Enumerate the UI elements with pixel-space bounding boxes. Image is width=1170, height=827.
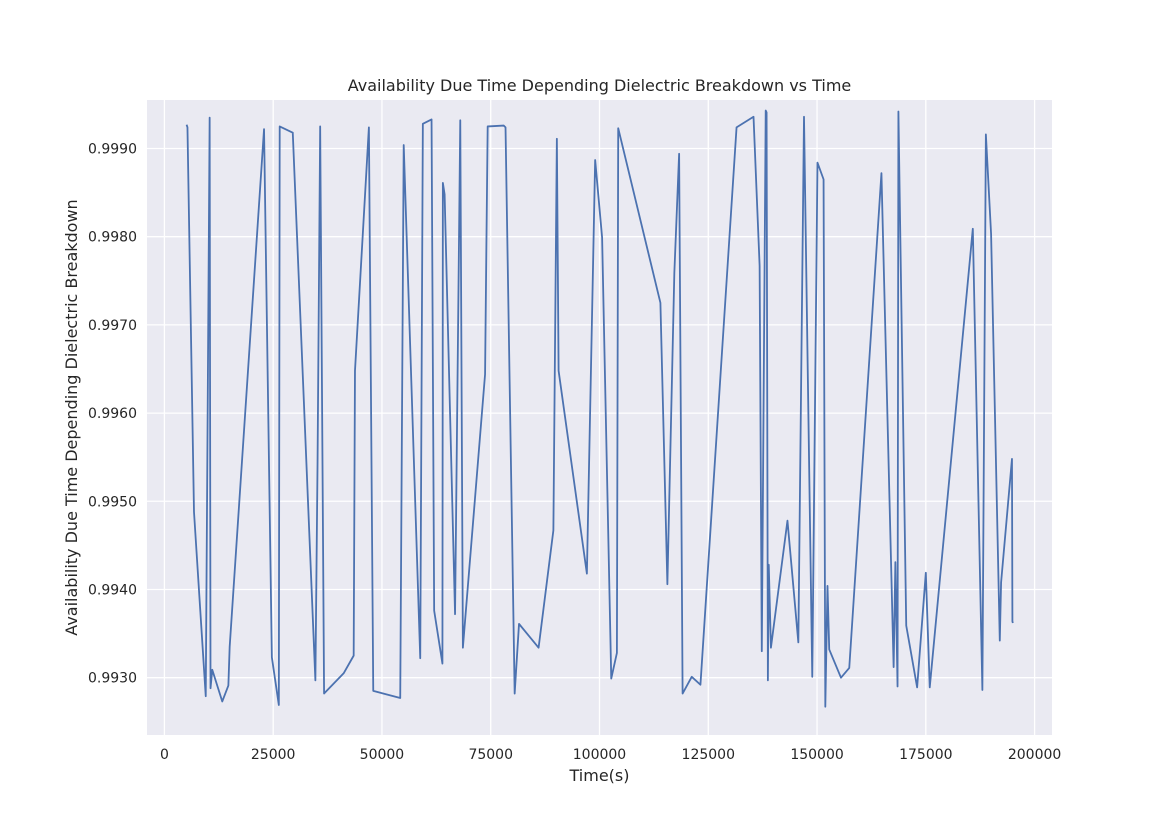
x-tick-label: 50000	[360, 747, 405, 763]
x-tick-label: 100000	[573, 747, 626, 763]
series-line	[185, 109, 1014, 708]
x-tick-label: 125000	[682, 747, 735, 763]
y-tick-label: 0.9970	[88, 318, 137, 334]
x-tick-label: 175000	[899, 747, 952, 763]
x-tick-label: 75000	[468, 747, 513, 763]
x-axis-title: Time(s)	[569, 766, 630, 785]
y-tick-label: 0.9950	[88, 494, 137, 510]
series-layer	[185, 109, 1014, 708]
x-tick-label: 0	[160, 747, 169, 763]
y-tick-label: 0.9960	[88, 406, 137, 422]
x-tick-label: 150000	[790, 747, 843, 763]
grid-lines	[147, 100, 1052, 735]
y-tick-label: 0.9980	[88, 230, 137, 246]
x-tick-label: 200000	[1008, 747, 1061, 763]
y-tick-label: 0.9990	[88, 142, 137, 158]
y-tick-label: 0.9940	[88, 582, 137, 598]
chart-title: Availability Due Time Depending Dielectr…	[348, 76, 852, 95]
x-tick-label: 25000	[251, 747, 296, 763]
y-axis-title: Availability Due Time Depending Dielectr…	[62, 199, 81, 635]
tick-labels: 0 25000 50000 75000 100000 125000 150000 175000…	[88, 142, 1061, 763]
y-tick-label: 0.9930	[88, 671, 137, 687]
